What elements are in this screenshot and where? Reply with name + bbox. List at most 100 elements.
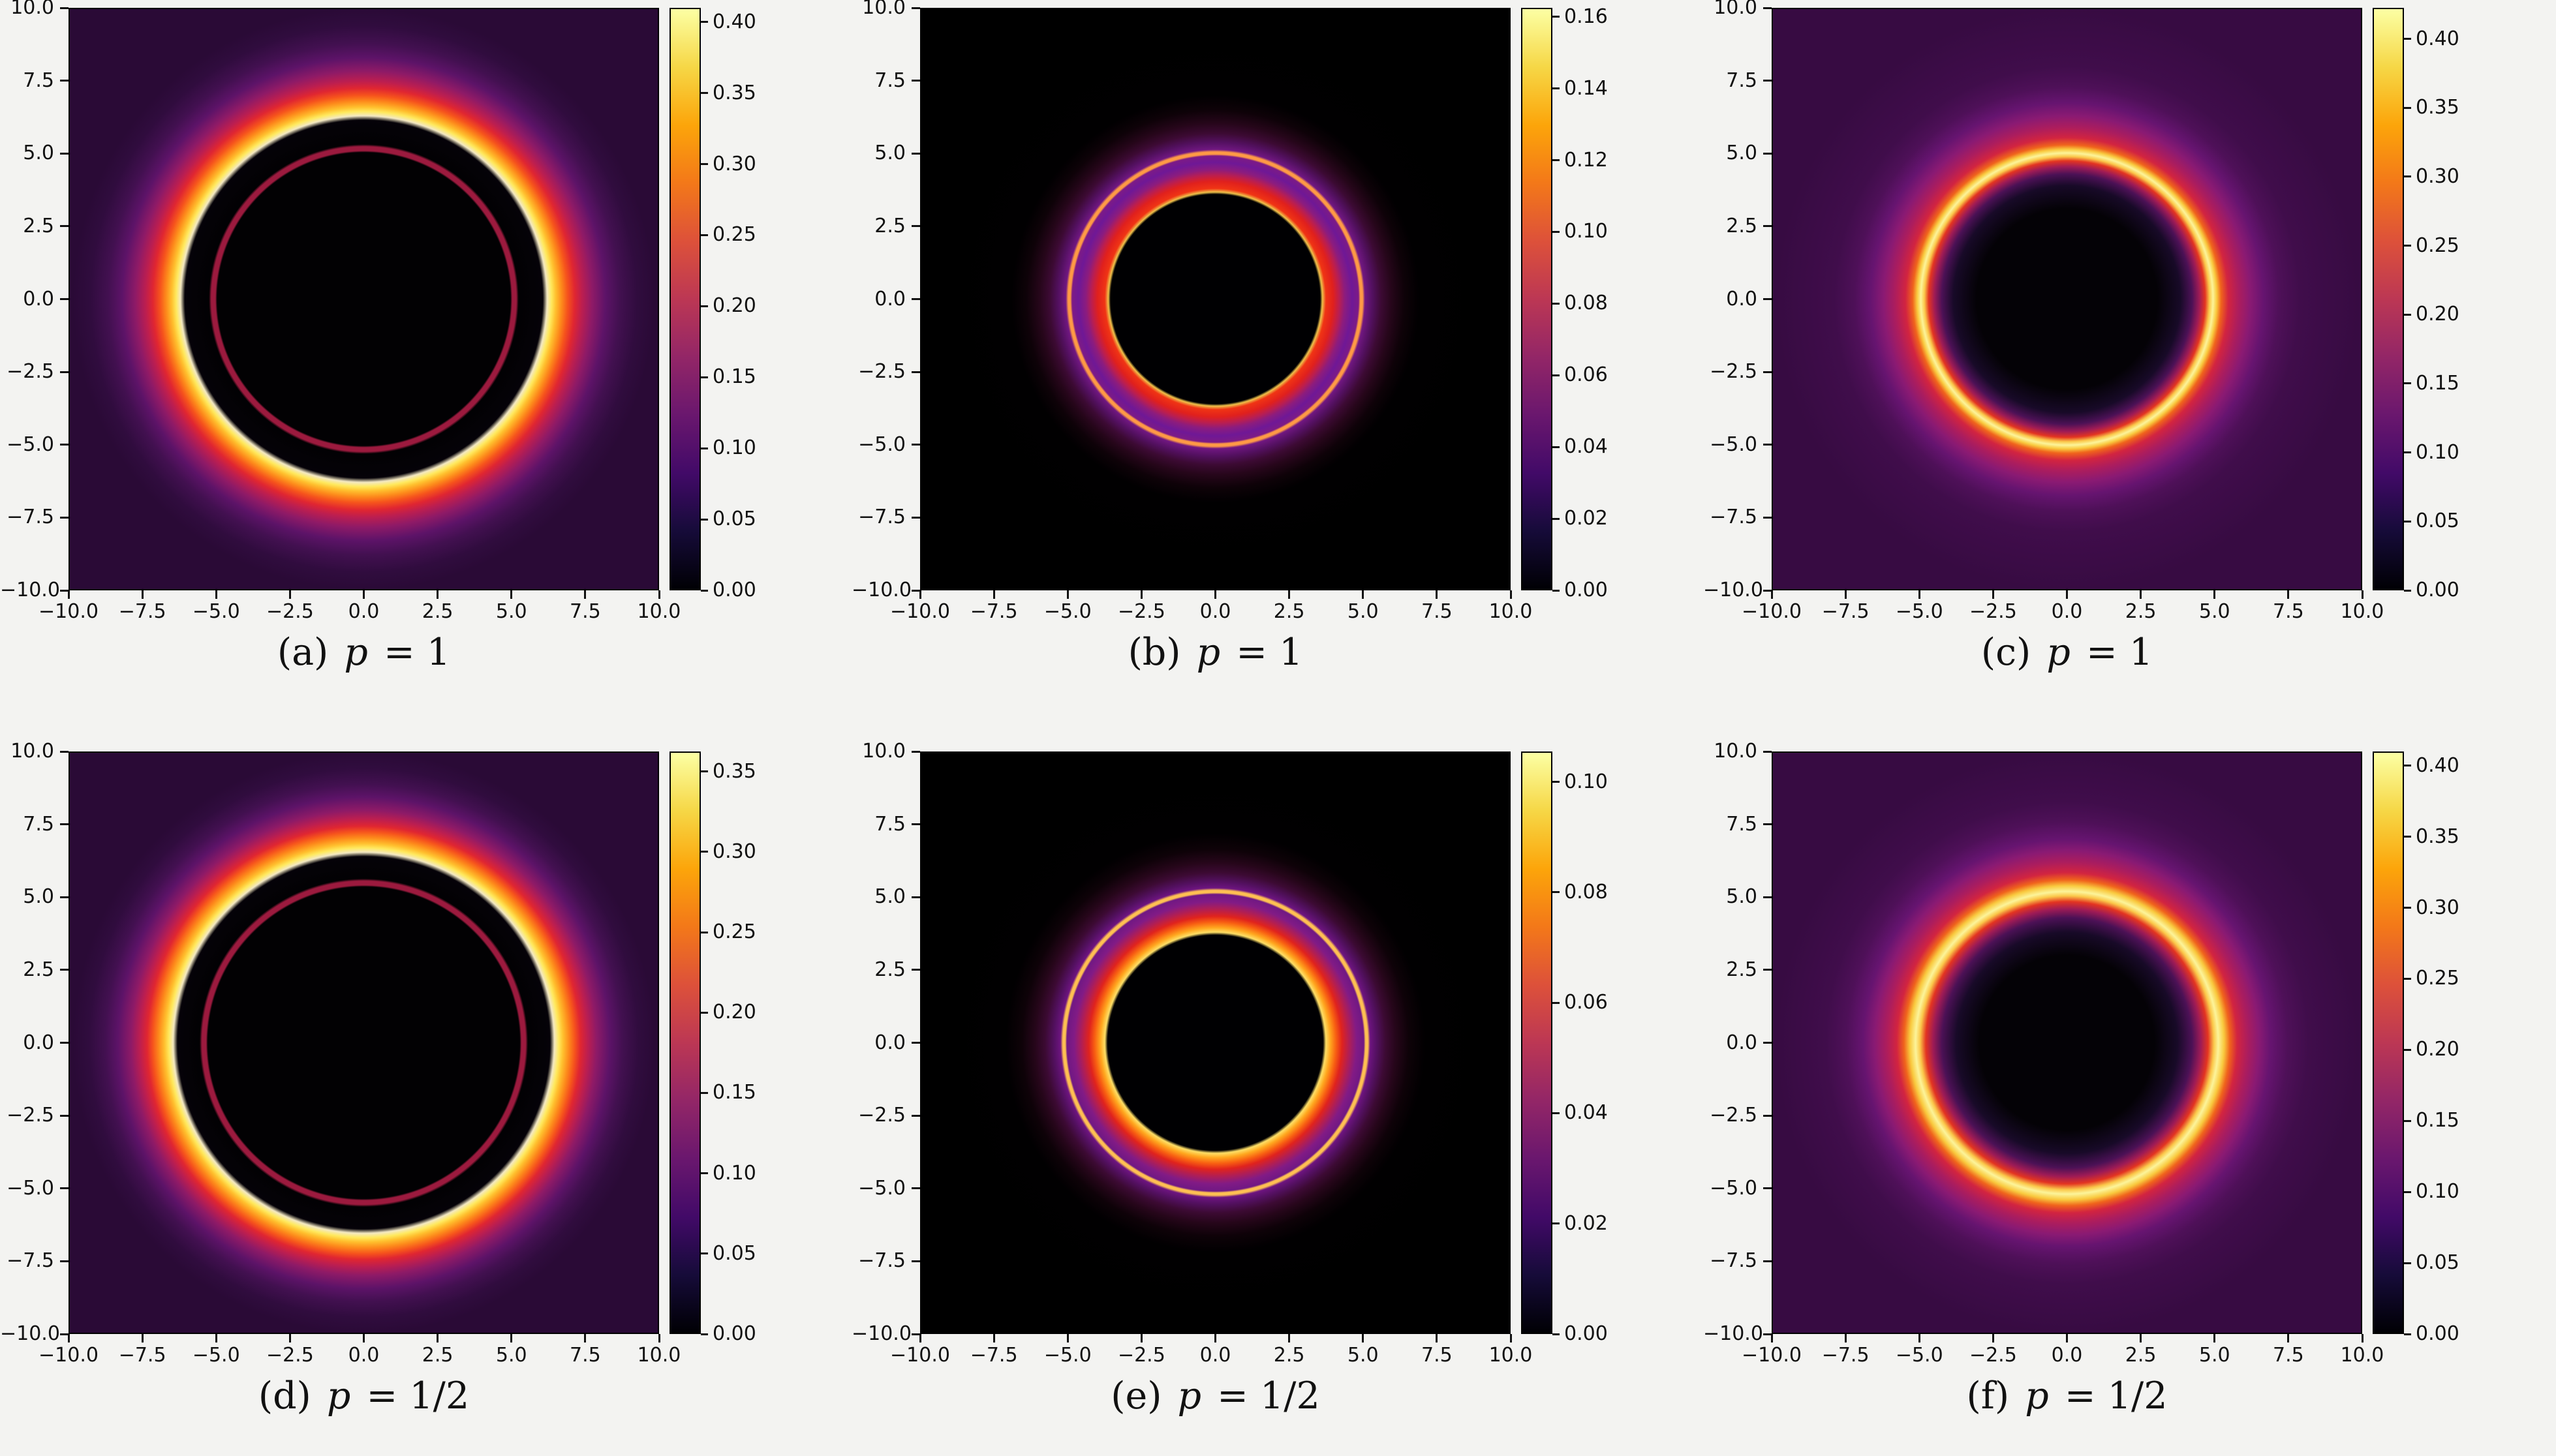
x-tick-mark — [1288, 1334, 1291, 1342]
x-tick-mark — [1770, 590, 1773, 599]
x-tick-label: 5.0 — [2198, 1344, 2230, 1367]
x-tick-mark — [1288, 590, 1291, 599]
subplot-panel: (c) p = 1 −10.0 −7.5 −5.0 −2.5 0.0 2.5 5.0 7.5 1… — [1703, 0, 2555, 728]
caption-value: = 1 — [371, 631, 451, 674]
y-tick-mark — [60, 152, 69, 155]
heatmap-plot — [1772, 8, 2362, 590]
colorbar-tick-label: 0.10 — [1564, 220, 1608, 243]
colorbar-tick-mark — [2404, 765, 2411, 767]
colorbar — [2373, 751, 2404, 1334]
colorbar-tick-mark — [2404, 106, 2411, 109]
x-tick-mark — [141, 590, 144, 599]
x-tick-mark — [1436, 590, 1438, 599]
colorbar-tick-mark — [2404, 451, 2411, 454]
colorbar-tick-label: 0.30 — [2416, 896, 2459, 919]
panel-caption: (b) p = 1 — [955, 631, 1477, 674]
y-tick-mark — [912, 969, 920, 971]
x-tick-label: 0.0 — [2051, 600, 2083, 623]
colorbar-tick-label: 0.14 — [1564, 76, 1608, 100]
colorbar-tick-label: 0.20 — [2416, 303, 2459, 326]
x-tick-label: 2.5 — [2125, 1344, 2157, 1367]
x-tick-label: 5.0 — [1347, 1344, 1379, 1367]
colorbar-tick-label: 0.15 — [2416, 371, 2459, 395]
colorbar-tick-mark — [701, 1252, 708, 1255]
colorbar-tick-mark — [701, 21, 708, 23]
colorbar-tick-label: 0.25 — [2416, 234, 2459, 257]
colorbar-tick-label: 0.25 — [2416, 967, 2459, 990]
x-tick-label: 7.5 — [570, 600, 601, 623]
x-tick-mark — [1918, 590, 1920, 599]
x-tick-label: 5.0 — [495, 1344, 527, 1367]
y-tick-mark — [1763, 896, 1772, 898]
colorbar-tick-label: 0.02 — [1564, 1211, 1608, 1235]
x-tick-mark — [1844, 1334, 1847, 1342]
y-tick-label: −5.0 — [7, 1176, 54, 1200]
colorbar-tick-mark — [2404, 589, 2411, 592]
y-tick-label: 10.0 — [1714, 740, 1757, 763]
y-tick-mark — [912, 298, 920, 300]
y-tick-mark — [912, 896, 920, 898]
x-tick-label: 2.5 — [2125, 600, 2157, 623]
colorbar-tick-mark — [1552, 446, 1560, 448]
y-tick-mark — [60, 750, 69, 753]
x-tick-label: −7.5 — [970, 600, 1018, 623]
x-tick-mark — [658, 590, 660, 599]
x-tick-label: 10.0 — [1488, 1344, 1533, 1367]
y-tick-label: 10.0 — [1714, 0, 1757, 19]
y-tick-mark — [60, 371, 69, 373]
colorbar-tick-mark — [1552, 302, 1560, 305]
y-tick-mark — [60, 1114, 69, 1117]
caption-index: (f) — [1966, 1374, 2022, 1418]
caption-variable: p — [1196, 631, 1221, 674]
caption-index: (d) — [258, 1374, 323, 1418]
y-tick-mark — [60, 1333, 69, 1335]
x-tick-label: −10.0 — [38, 1344, 99, 1367]
y-tick-label: −10.0 — [1703, 1322, 1763, 1345]
y-tick-mark — [1763, 823, 1772, 826]
x-tick-label: 2.5 — [422, 600, 454, 623]
x-tick-label: 7.5 — [2273, 1344, 2304, 1367]
x-tick-label: 10.0 — [637, 600, 681, 623]
colorbar-tick-mark — [701, 518, 708, 521]
colorbar-tick-label: 0.15 — [713, 1081, 756, 1104]
caption-value: = 1/2 — [2052, 1374, 2168, 1418]
y-tick-mark — [1763, 1114, 1772, 1117]
x-tick-mark — [215, 590, 217, 599]
x-tick-mark — [510, 1334, 513, 1342]
y-tick-label: 10.0 — [10, 0, 54, 19]
y-tick-mark — [912, 823, 920, 826]
y-tick-label: −7.5 — [1710, 506, 1757, 529]
colorbar-tick-label: 0.20 — [713, 1001, 756, 1024]
x-tick-label: −5.0 — [1895, 600, 1943, 623]
subplot-panel: (f) p = 1/2 −10.0 −7.5 −5.0 −2.5 0.0 2.5 5.0 7.… — [1703, 728, 2555, 1456]
x-tick-label: −5.0 — [1043, 600, 1092, 623]
colorbar-tick-mark — [2404, 313, 2411, 316]
colorbar-tick-mark — [701, 770, 708, 773]
colorbar-tick-label: 0.08 — [1564, 292, 1608, 315]
y-tick-label: 0.0 — [23, 1031, 54, 1054]
y-tick-label: −2.5 — [7, 1104, 54, 1127]
x-tick-mark — [584, 1334, 587, 1342]
y-tick-mark — [1763, 589, 1772, 592]
x-tick-mark — [993, 1334, 995, 1342]
y-tick-label: −10.0 — [0, 1322, 60, 1345]
x-tick-mark — [2213, 590, 2216, 599]
colorbar-tick-label: 0.35 — [2416, 825, 2459, 848]
caption-variable: p — [2046, 631, 2071, 674]
colorbar-tick-label: 0.15 — [2416, 1109, 2459, 1132]
y-tick-label: 7.5 — [874, 68, 906, 92]
subplot-panel: (d) p = 1/2 −10.0 −7.5 −5.0 −2.5 0.0 2.5 5.0 7.… — [0, 728, 852, 1456]
x-tick-label: −2.5 — [1969, 1344, 2017, 1367]
colorbar-tick-mark — [1552, 589, 1560, 592]
colorbar-tick-label: 0.35 — [2416, 96, 2459, 119]
colorbar-tick-label: 0.30 — [2416, 164, 2459, 188]
colorbar-tick-label: 0.05 — [2416, 509, 2459, 533]
y-tick-mark — [60, 589, 69, 592]
x-tick-label: −10.0 — [1742, 1344, 1802, 1367]
colorbar-tick-mark — [701, 234, 708, 236]
colorbar-tick-label: 0.05 — [713, 1241, 756, 1265]
x-tick-mark — [1436, 1334, 1438, 1342]
y-tick-mark — [912, 1333, 920, 1335]
colorbar-tick-label: 0.02 — [1564, 507, 1608, 530]
y-tick-mark — [912, 1260, 920, 1262]
